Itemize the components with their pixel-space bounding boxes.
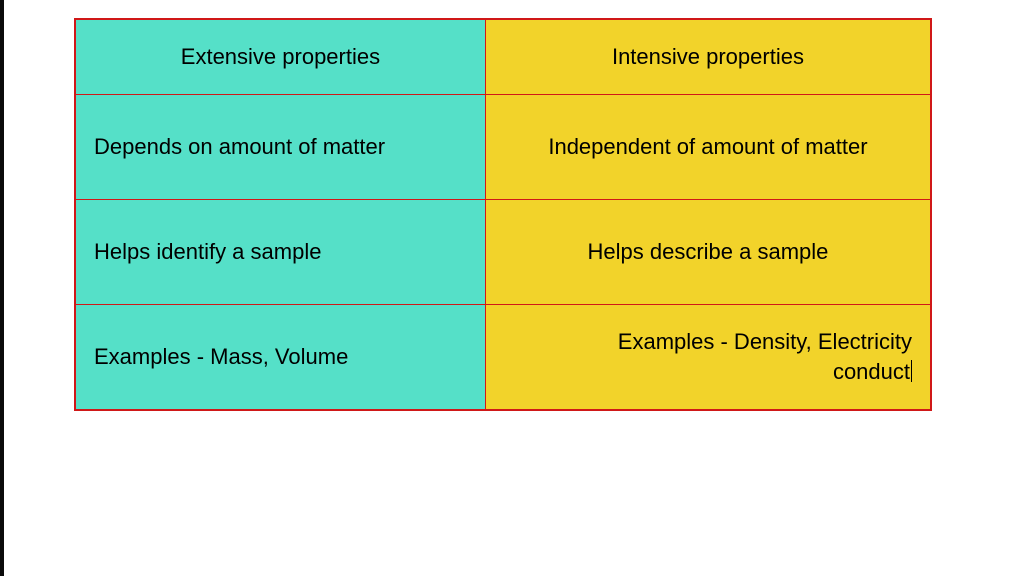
cell-intensive-examples[interactable]: Examples - Density, Electricity conduct <box>485 305 931 411</box>
cell-extensive-identify: Helps identify a sample <box>75 200 485 305</box>
cell-extensive-depends: Depends on amount of matter <box>75 95 485 200</box>
header-extensive: Extensive properties <box>75 19 485 95</box>
cell-intensive-examples-line2: conduct <box>833 359 910 384</box>
cell-intensive-examples-line1: Examples - Density, Electricity <box>618 329 912 354</box>
page: Extensive properties Intensive propertie… <box>0 0 1024 576</box>
properties-comparison-table: Extensive properties Intensive propertie… <box>74 18 932 411</box>
cell-extensive-examples: Examples - Mass, Volume <box>75 305 485 411</box>
text-cursor-icon <box>911 360 912 382</box>
table-row: Depends on amount of matter Independent … <box>75 95 931 200</box>
table-row: Helps identify a sample Helps describe a… <box>75 200 931 305</box>
cell-intensive-describe: Helps describe a sample <box>485 200 931 305</box>
left-edge-strip <box>0 0 4 576</box>
table-row: Examples - Mass, Volume Examples - Densi… <box>75 305 931 411</box>
table-header-row: Extensive properties Intensive propertie… <box>75 19 931 95</box>
header-intensive: Intensive properties <box>485 19 931 95</box>
cell-intensive-independent: Independent of amount of matter <box>485 95 931 200</box>
